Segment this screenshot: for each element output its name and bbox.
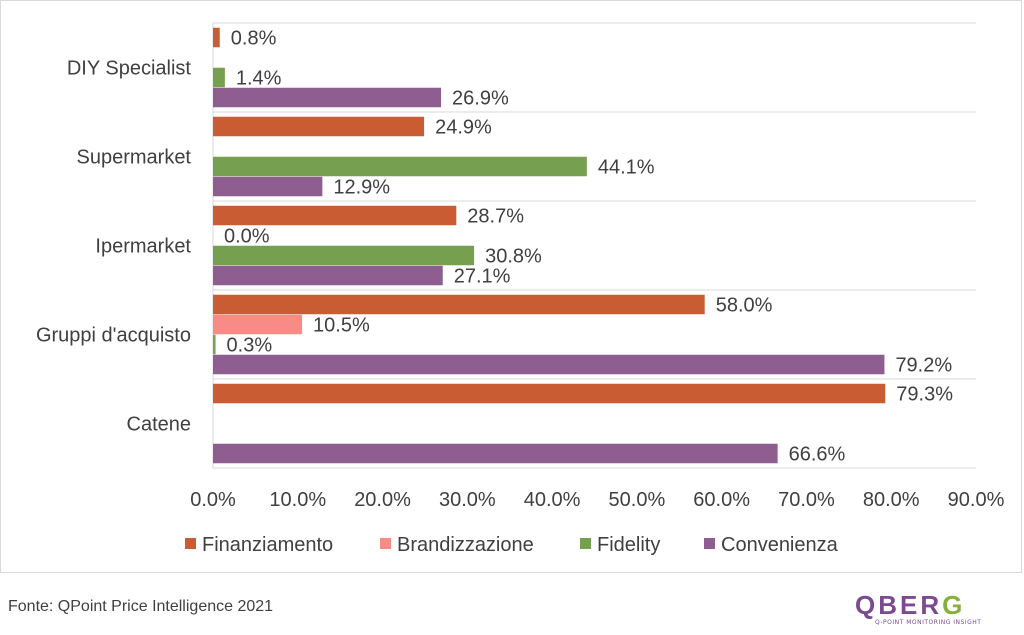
category-label-diy-specialist: DIY Specialist bbox=[67, 58, 192, 80]
data-label-finanziamento-diy-specialist: 0.8% bbox=[231, 28, 277, 50]
data-label-convenienza-supermarket: 12.9% bbox=[333, 177, 390, 199]
data-label-brandizzazione-ipermarket: 0.0% bbox=[224, 226, 270, 248]
logo-wordmark: QBERG bbox=[855, 592, 965, 618]
chart-frame: DIY Specialist Supermarket Ipermarket Grupp… bbox=[0, 0, 1022, 573]
logo-word-accent: G bbox=[942, 590, 966, 620]
bar-fidelity-ipermarket bbox=[213, 245, 475, 266]
bar-finanziamento-supermarket bbox=[213, 116, 425, 137]
x-tick-label: 20.0% bbox=[354, 489, 411, 511]
x-tick-label: 50.0% bbox=[609, 489, 666, 511]
data-label-finanziamento-catene: 79.3% bbox=[896, 384, 953, 406]
bar-convenienza-supermarket bbox=[213, 176, 323, 197]
source-note: Fonte: QPoint Price Intelligence 2021 bbox=[8, 598, 274, 615]
data-label-convenienza-ipermarket: 27.1% bbox=[454, 266, 511, 288]
x-tick-label: 0.0% bbox=[190, 489, 236, 511]
x-tick-label: 70.0% bbox=[778, 489, 835, 511]
legend-label-fidelity: Fidelity bbox=[597, 534, 660, 556]
x-tick-label: 30.0% bbox=[439, 489, 496, 511]
legend-swatch-brandizzazione bbox=[380, 538, 391, 549]
bar-convenienza-ipermarket bbox=[213, 265, 443, 286]
category-label-gruppi-d-acquisto: Gruppi d'acquisto bbox=[36, 325, 191, 347]
data-label-convenienza-diy-specialist: 26.9% bbox=[452, 88, 509, 110]
x-tick-label: 80.0% bbox=[863, 489, 920, 511]
logo-word-main: QBER bbox=[855, 590, 943, 620]
data-label-finanziamento-ipermarket: 28.7% bbox=[467, 206, 524, 228]
data-label-fidelity-ipermarket: 30.8% bbox=[485, 246, 542, 268]
bar-finanziamento-catene bbox=[213, 383, 886, 404]
bar-chart: DIY Specialist Supermarket Ipermarket Grupp… bbox=[36, 22, 1005, 556]
logo-tagline: Q-POINT MONITORING INSIGHT bbox=[875, 619, 982, 626]
data-label-fidelity-supermarket: 44.1% bbox=[598, 157, 655, 179]
legend-label-finanziamento: Finanziamento bbox=[202, 534, 333, 556]
x-tick-label: 90.0% bbox=[948, 489, 1005, 511]
data-label-convenienza-gruppi-d-acquisto: 79.2% bbox=[895, 355, 952, 377]
legend-label-brandizzazione: Brandizzazione bbox=[397, 534, 534, 556]
data-label-finanziamento-gruppi-d-acquisto: 58.0% bbox=[716, 295, 773, 317]
bar-convenienza-gruppi-d-acquisto bbox=[213, 354, 885, 375]
data-label-brandizzazione-gruppi-d-acquisto: 10.5% bbox=[313, 315, 370, 337]
bar-finanziamento-ipermarket bbox=[213, 205, 457, 226]
legend-swatch-finanziamento bbox=[185, 538, 196, 549]
bar-finanziamento-diy-specialist bbox=[213, 27, 220, 48]
legend-label-convenienza: Convenienza bbox=[721, 534, 839, 556]
legend-swatch-convenienza bbox=[704, 538, 715, 549]
bar-fidelity-diy-specialist bbox=[213, 67, 225, 88]
legend-swatch-fidelity bbox=[580, 538, 591, 549]
category-label-supermarket: Supermarket bbox=[77, 147, 192, 169]
x-tick-label: 10.0% bbox=[269, 489, 326, 511]
bar-fidelity-supermarket bbox=[213, 156, 587, 177]
x-tick-label: 40.0% bbox=[524, 489, 581, 511]
bar-brandizzazione-gruppi-d-acquisto bbox=[213, 314, 303, 335]
category-label-ipermarket: Ipermarket bbox=[95, 236, 191, 258]
x-tick-label: 60.0% bbox=[693, 489, 750, 511]
bar-finanziamento-gruppi-d-acquisto bbox=[213, 294, 705, 315]
bar-convenienza-diy-specialist bbox=[213, 87, 442, 108]
category-label-catene: Catene bbox=[127, 414, 192, 436]
data-label-fidelity-gruppi-d-acquisto: 0.3% bbox=[227, 335, 273, 357]
data-label-finanziamento-supermarket: 24.9% bbox=[435, 117, 492, 139]
bar-convenienza-catene bbox=[213, 443, 778, 464]
data-label-fidelity-diy-specialist: 1.4% bbox=[236, 68, 282, 90]
data-label-convenienza-catene: 66.6% bbox=[789, 444, 846, 466]
qberg-logo: QBERG Q-POINT MONITORING INSIGHT bbox=[855, 592, 1015, 628]
bar-fidelity-gruppi-d-acquisto bbox=[213, 334, 216, 355]
